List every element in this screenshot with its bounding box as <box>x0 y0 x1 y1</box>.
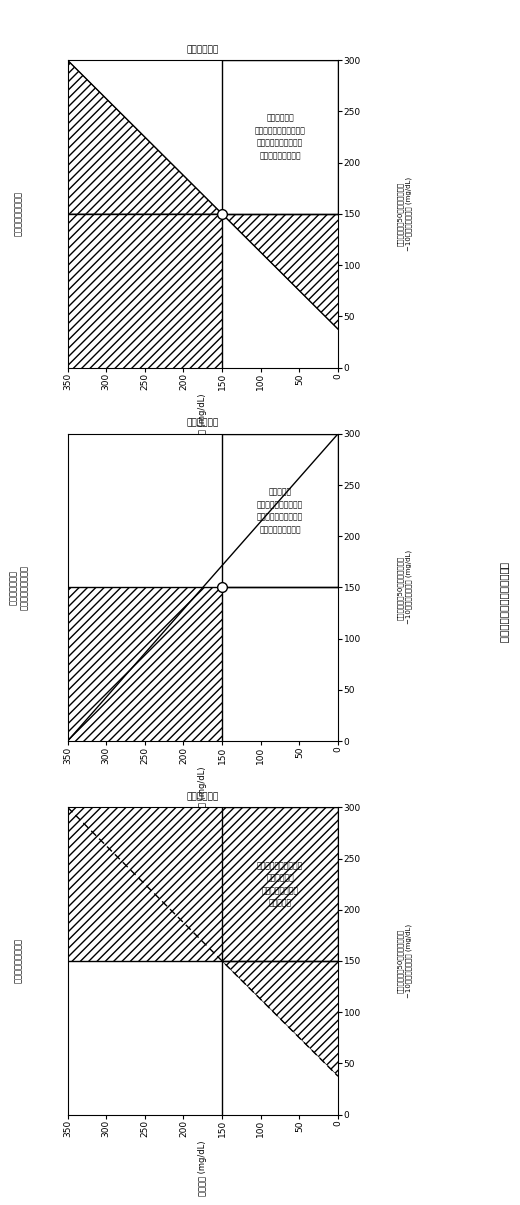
Text: 低血糖リスク: 低血糖リスク <box>187 418 219 428</box>
Text: ターゲットメジアン: ターゲットメジアン <box>15 192 23 236</box>
Text: 高血糖低減＝
メジアンターゲット又は
治療可能マージンへの
垂直距離（正のみ）: 高血糖低減＝ メジアンターゲット又は 治療可能マージンへの 垂直距離（正のみ） <box>255 113 305 160</box>
Polygon shape <box>68 434 338 588</box>
Text: リスク低減距離のグラフ定義: リスク低減距離のグラフ定義 <box>499 562 510 643</box>
Polygon shape <box>68 60 222 214</box>
Polygon shape <box>68 588 222 741</box>
Text: 低血糖リスク: 低血糖リスク <box>187 792 219 801</box>
Text: ターゲットメジアン: ターゲットメジアン <box>15 939 23 983</box>
Polygon shape <box>222 807 338 962</box>
Text: 変動低減＝
変動ターゲット線又は
治療可能マージンへの
水平距離（正のみ）: 変動低減＝ 変動ターゲット線又は 治療可能マージンへの 水平距離（正のみ） <box>257 487 303 534</box>
Text: 変動ターゲット
ターゲットメジアン: 変動ターゲット ターゲットメジアン <box>9 565 29 610</box>
X-axis label: メジアン (mg/dL): メジアン (mg/dL) <box>198 766 207 822</box>
Polygon shape <box>68 807 222 962</box>
Text: 垂直低血糖リスク距離
低血糖低減＝
低血糖リスク距離
（負のみ）: 垂直低血糖リスク距離 低血糖低減＝ 低血糖リスク距離 （負のみ） <box>257 860 303 907</box>
Polygon shape <box>222 434 338 588</box>
Polygon shape <box>222 214 338 329</box>
X-axis label: メジアン (mg/dL): メジアン (mg/dL) <box>198 1140 207 1195</box>
Polygon shape <box>68 214 222 368</box>
Text: 低範囲変動、50パーセンタイル
−10パーセンタイル (mg/dL): 低範囲変動、50パーセンタイル −10パーセンタイル (mg/dL) <box>397 924 412 998</box>
Text: 低範囲変動、50パーセンタイル
−10パーセンタイル (mg/dL): 低範囲変動、50パーセンタイル −10パーセンタイル (mg/dL) <box>397 551 412 624</box>
Text: 低範囲変動、50パーセンタイル
−10パーセンタイル (mg/dL): 低範囲変動、50パーセンタイル −10パーセンタイル (mg/dL) <box>397 177 412 251</box>
X-axis label: メジアン (mg/dL): メジアン (mg/dL) <box>198 393 207 448</box>
Text: 低血糖リスク: 低血糖リスク <box>187 45 219 54</box>
Polygon shape <box>222 962 338 1076</box>
